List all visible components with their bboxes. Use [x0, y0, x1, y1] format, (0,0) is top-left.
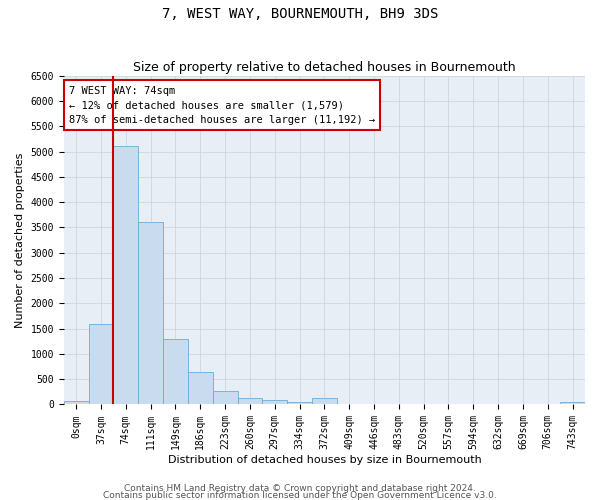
Text: 7 WEST WAY: 74sqm
← 12% of detached houses are smaller (1,579)
87% of semi-detac: 7 WEST WAY: 74sqm ← 12% of detached hous… — [69, 86, 375, 125]
Bar — [262, 400, 287, 404]
Title: Size of property relative to detached houses in Bournemouth: Size of property relative to detached ho… — [133, 62, 516, 74]
Bar — [113, 146, 138, 404]
Bar — [89, 324, 113, 404]
Bar — [238, 398, 262, 404]
Text: Contains HM Land Registry data © Crown copyright and database right 2024.: Contains HM Land Registry data © Crown c… — [124, 484, 476, 493]
Bar — [138, 222, 163, 404]
Bar — [64, 400, 89, 404]
Bar — [188, 372, 212, 404]
X-axis label: Distribution of detached houses by size in Bournemouth: Distribution of detached houses by size … — [167, 455, 481, 465]
Text: 7, WEST WAY, BOURNEMOUTH, BH9 3DS: 7, WEST WAY, BOURNEMOUTH, BH9 3DS — [162, 8, 438, 22]
Bar — [163, 338, 188, 404]
Bar — [560, 402, 585, 404]
Bar — [312, 398, 337, 404]
Bar — [287, 402, 312, 404]
Text: Contains public sector information licensed under the Open Government Licence v3: Contains public sector information licen… — [103, 490, 497, 500]
Y-axis label: Number of detached properties: Number of detached properties — [15, 152, 25, 328]
Bar — [212, 391, 238, 404]
